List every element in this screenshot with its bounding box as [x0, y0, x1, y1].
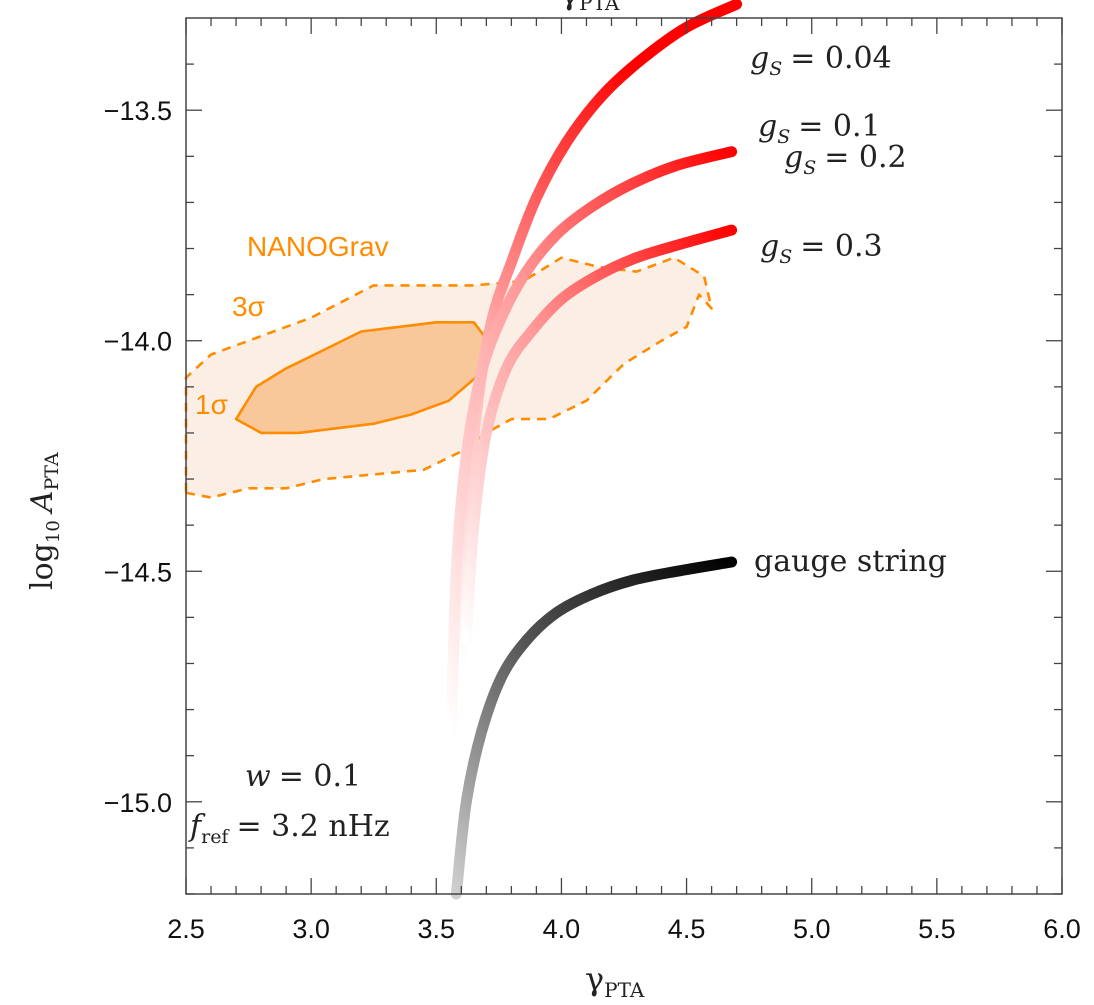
x-tick-label: 3.0: [292, 914, 330, 944]
top-axis-label: γPTA: [560, 0, 620, 15]
y-tick-label: −14.5: [104, 557, 172, 587]
x-tick-label: 4.5: [668, 914, 706, 944]
x-tick-label: 5.0: [793, 914, 831, 944]
x-tick-label: 6.0: [1043, 914, 1081, 944]
plot-frame: [185, 17, 1063, 895]
tick-labels: 2.5 3.0 3.5 4.0 4.5 5.0 5.5 6.0 −13.5 −14.0 −14.5 −…: [104, 96, 1081, 944]
f-ref-param-label: fref = 3.2 nHz: [188, 809, 390, 848]
w-param-label: w = 0.1: [245, 759, 361, 794]
x-tick-label: 5.5: [918, 914, 956, 944]
series-lines: [445, 0, 743, 900]
curve-gs-0-04: [455, 0, 743, 669]
gs-label-0-2: gS = 0.2: [784, 140, 907, 179]
x-tick-label: 2.5: [167, 914, 205, 944]
x-tick-label: 3.5: [418, 914, 456, 944]
curve-gs-0-3: [460, 224, 738, 646]
y-axis-label: log10APTA: [25, 452, 64, 590]
gs-label-0-3: gS = 0.3: [760, 229, 883, 268]
y-tick-label: −15.0: [104, 788, 172, 818]
x-axis-label: γPTA: [585, 960, 645, 1002]
gs-label-0-04: gS = 0.04: [750, 41, 892, 80]
x-tick-label: 4.0: [543, 914, 581, 944]
gauge-string-label: gauge string: [754, 544, 947, 579]
y-tick-label: −13.5: [104, 96, 172, 126]
gs-label-0-1: gS = 0.1: [758, 109, 881, 148]
three-sigma-label: 3σ: [232, 291, 265, 322]
curve-gauge-string: [450, 556, 738, 900]
curve-gs-0-1-0-2: [445, 146, 738, 739]
contours: [184, 256, 713, 499]
y-tick-label: −14.0: [104, 327, 172, 357]
one-sigma-label: 1σ: [195, 389, 228, 420]
axis-ticks: [185, 18, 1063, 895]
nanograv-label: NANOGrav: [247, 231, 389, 262]
